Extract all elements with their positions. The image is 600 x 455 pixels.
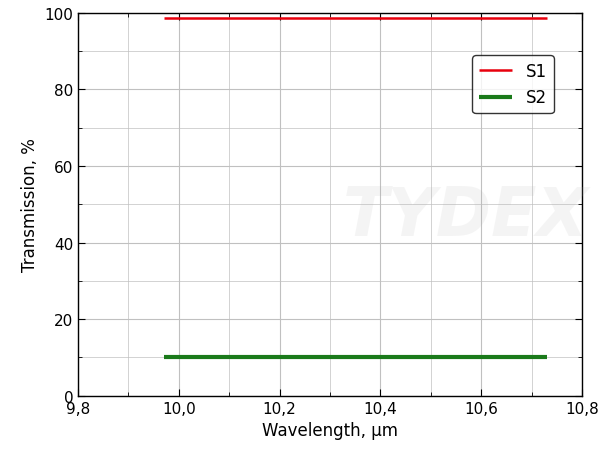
X-axis label: Wavelength, μm: Wavelength, μm <box>262 421 398 439</box>
Text: TYDEX: TYDEX <box>343 183 589 249</box>
S1 <box>543 17 550 22</box>
Legend: S1, S2: S1, S2 <box>472 56 554 114</box>
S1 <box>160 17 167 22</box>
S2 <box>160 355 167 360</box>
S2 <box>543 355 550 360</box>
Y-axis label: Transmission, %: Transmission, % <box>21 138 39 272</box>
